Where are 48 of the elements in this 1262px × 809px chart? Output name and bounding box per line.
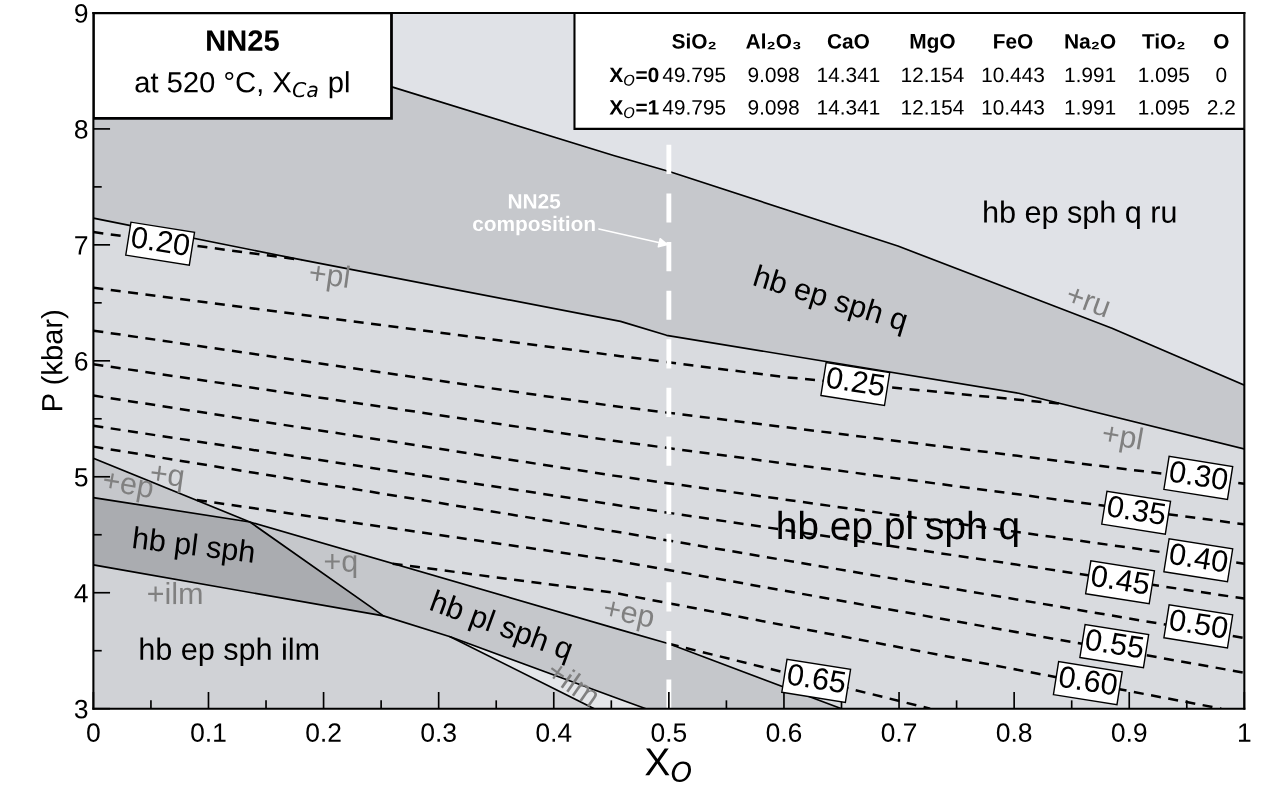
y-tick-label: 6 <box>75 351 88 371</box>
annotation: 0.55 <box>1084 628 1145 659</box>
annotation: hb ep sph ilm <box>140 637 319 667</box>
annotation: +ilm <box>148 581 202 605</box>
x-axis-title: X$_{O}$ <box>645 748 692 783</box>
annotation: 0.30 <box>1168 460 1229 491</box>
x-tick-label: 0.4 <box>536 723 572 742</box>
annotation: 0.65 <box>786 663 847 694</box>
y-axis-title: P (kbar) <box>41 311 69 411</box>
y-tick-label: 7 <box>75 236 88 255</box>
x-tick-label: 0.7 <box>881 723 917 742</box>
annotation: +pl <box>308 260 350 295</box>
annotation: hb pl sph q <box>427 589 575 666</box>
text: X$_{O}$=0 49.795 9.098 14.341 12.154 10.443 1.991 1.095 0 <box>609 67 1227 86</box>
x-tick-label: 0.1 <box>191 723 226 742</box>
x-tick-label: 0 <box>87 723 100 742</box>
annotation: hb ep pl sph q <box>778 510 1018 548</box>
x-tick-label: 0.9 <box>1111 723 1147 742</box>
text: X$_{O}$=1 49.795 9.098 14.341 12.154 10.443 1.991 1.095 2.2 <box>609 100 1235 119</box>
y-tick-label: 4 <box>74 584 88 603</box>
x-tick-label: 1 <box>1239 723 1251 742</box>
x-tick-label: 0.5 <box>651 723 687 742</box>
annotation: 0.40 <box>1168 542 1229 573</box>
x-tick-label: 0.8 <box>996 723 1032 742</box>
annotation: 0.45 <box>1090 564 1151 595</box>
x-tick-label: 0.6 <box>766 723 802 742</box>
annotation: 0.25 <box>825 366 886 397</box>
annotation: hb ep sph q <box>751 264 909 337</box>
annotation: +pl <box>1100 421 1144 456</box>
annotation: NN25 composition <box>473 193 595 236</box>
annotation: +q <box>324 554 357 578</box>
annotation: hb ep sph q ru <box>984 200 1176 229</box>
annotation: 0.20 <box>130 225 191 257</box>
annotation: 0.35 <box>1106 494 1167 526</box>
annotation: +ru <box>1065 286 1111 318</box>
annotation: 0.50 <box>1168 608 1229 639</box>
y-tick-label: 5 <box>74 468 88 487</box>
y-tick-label: 3 <box>74 699 88 719</box>
x-tick-label: 0.2 <box>306 723 341 742</box>
text: at 520 °C, X$_{Ca}$ pl <box>135 71 349 99</box>
x-tick-label: 0.3 <box>421 723 456 742</box>
annotation: +ep <box>601 600 655 634</box>
annotation: 0.60 <box>1058 665 1119 696</box>
chart-title: NN25 <box>207 30 279 51</box>
y-tick-label: 8 <box>75 120 88 139</box>
y-tick-label: 9 <box>75 4 88 23</box>
annotation: hb pl sph <box>132 526 255 569</box>
text: SiO₂ Al₂O₃ CaO MgO FeO Na₂O TiO₂ O <box>672 33 1229 53</box>
